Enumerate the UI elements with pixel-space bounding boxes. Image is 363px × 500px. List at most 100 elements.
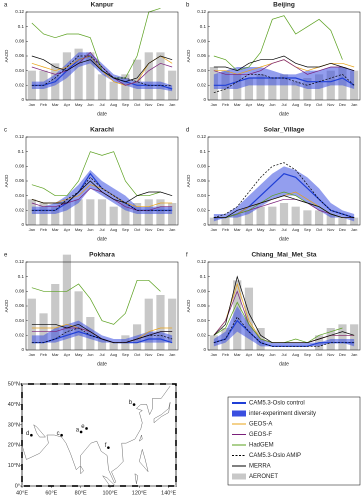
aeronet-bar — [350, 217, 359, 225]
y-tick-label: 0 — [203, 97, 206, 102]
x-tick-label: Aug — [292, 352, 299, 357]
plot-frame — [25, 136, 179, 226]
x-tick-label: Dec — [157, 227, 164, 232]
map-area — [21, 383, 177, 487]
x-axis-label: date — [279, 236, 289, 242]
x-tick-label: Jan — [169, 227, 175, 232]
y-tick-label: 30°N — [8, 422, 20, 428]
aeronet-bar — [62, 254, 72, 350]
aeronet-bar — [97, 74, 107, 100]
panel-title: Kanpur — [91, 2, 114, 9]
aeronet-bar — [156, 52, 165, 100]
x-tick-label: Nov — [327, 102, 334, 107]
x-tick-label: Aug — [292, 102, 299, 107]
y-tick-label: 0.06 — [197, 178, 206, 183]
series-line — [213, 162, 355, 219]
x-tick-label: Nov — [327, 352, 334, 357]
x-tick-label: Nov — [145, 102, 152, 107]
x-tick-label: Jun — [269, 102, 275, 107]
aeronet-bar — [74, 48, 83, 100]
x-tick-label: Apr — [246, 352, 253, 357]
x-tick-label: Mar — [234, 227, 242, 232]
x-tick-label: Jun — [269, 227, 275, 232]
x-tick-label: Mar — [52, 102, 60, 107]
aeronet-bar — [268, 206, 277, 225]
x-tick-label: Sep — [304, 352, 312, 357]
x-tick-label: Jul — [281, 227, 286, 232]
y-tick-label: 0.12 — [197, 9, 206, 14]
x-axis-label: date — [97, 236, 107, 242]
legend-label: MERRA — [249, 464, 271, 470]
aeronet-bar — [121, 74, 130, 100]
x-tick-label: 140°E — [161, 490, 176, 496]
panel-label: b — [186, 3, 190, 9]
x-axis-label: date — [97, 111, 107, 117]
aeronet-bar — [51, 284, 60, 350]
x-tick-label: May — [75, 227, 83, 232]
panel-title: Solar_Village — [264, 127, 305, 134]
diversity-band — [213, 306, 355, 347]
diversity-band — [31, 52, 173, 92]
x-tick-label: Jun — [87, 102, 93, 107]
x-tick-label: 80°E — [75, 490, 87, 496]
series-line — [31, 151, 161, 197]
y-tick-label: 0.06 — [15, 178, 24, 183]
aeronet-bar — [256, 74, 265, 100]
aeronet-bar — [144, 52, 153, 100]
x-tick-label: Jan — [29, 102, 35, 107]
y-axis-label: AAOD — [186, 49, 191, 63]
x-tick-label: Jan — [29, 352, 35, 357]
aeronet-bar — [62, 199, 72, 225]
y-tick-label: 0.12 — [15, 9, 24, 14]
y-axis-label: AAOD — [4, 299, 9, 313]
y-tick-label: 0.12 — [15, 259, 24, 264]
x-tick-label: Apr — [64, 102, 71, 107]
aeronet-bar — [338, 324, 347, 350]
x-tick-label: Jan — [169, 102, 175, 107]
y-tick-label: 0.1 — [200, 149, 207, 154]
aeronet-bar — [156, 295, 165, 350]
x-tick-label: Jan — [211, 227, 217, 232]
site-label: f — [105, 443, 107, 449]
y-tick-label: 0.06 — [15, 303, 24, 308]
y-tick-label: 0 — [203, 222, 206, 227]
x-tick-label: Jun — [87, 227, 93, 232]
x-tick-label: Dec — [157, 102, 164, 107]
x-tick-label: Mar — [234, 352, 242, 357]
aeronet-bar — [291, 206, 300, 225]
x-tick-label: 60°E — [45, 490, 57, 496]
coastline — [102, 475, 115, 487]
y-tick-label: 0.12 — [197, 134, 206, 139]
coastline — [139, 448, 149, 472]
x-tick-label: 100°E — [102, 490, 117, 496]
x-tick-label: May — [75, 102, 83, 107]
panel-label: a — [4, 3, 8, 9]
series-line — [213, 59, 355, 75]
x-tick-label: May — [75, 352, 83, 357]
x-tick-label: Oct — [316, 227, 323, 232]
aeronet-bar — [303, 78, 312, 100]
y-tick-label: 0.02 — [197, 208, 206, 213]
coastline — [80, 465, 84, 475]
series-line — [213, 15, 343, 72]
series-line — [213, 275, 355, 344]
series-line — [31, 323, 173, 344]
x-tick-label: Dec — [339, 102, 346, 107]
x-tick-label: Feb — [40, 227, 48, 232]
map-frame-dash — [21, 383, 177, 487]
aeronet-bar — [121, 203, 130, 225]
aeronet-bar — [244, 287, 254, 350]
aeronet-bar — [74, 199, 83, 225]
x-tick-label: Sep — [122, 352, 130, 357]
aeronet-bar — [350, 324, 359, 350]
x-tick-label: Jun — [269, 352, 275, 357]
panel-label: c — [4, 128, 7, 134]
x-tick-label: Apr — [64, 227, 71, 232]
x-tick-label: Aug — [110, 227, 117, 232]
y-tick-label: 0 — [203, 347, 206, 352]
x-tick-label: 120°E — [132, 490, 147, 496]
x-axis-label: date — [279, 361, 289, 367]
coastline — [139, 434, 143, 442]
plot-frame — [207, 136, 361, 226]
y-tick-label: 0.1 — [18, 274, 25, 279]
